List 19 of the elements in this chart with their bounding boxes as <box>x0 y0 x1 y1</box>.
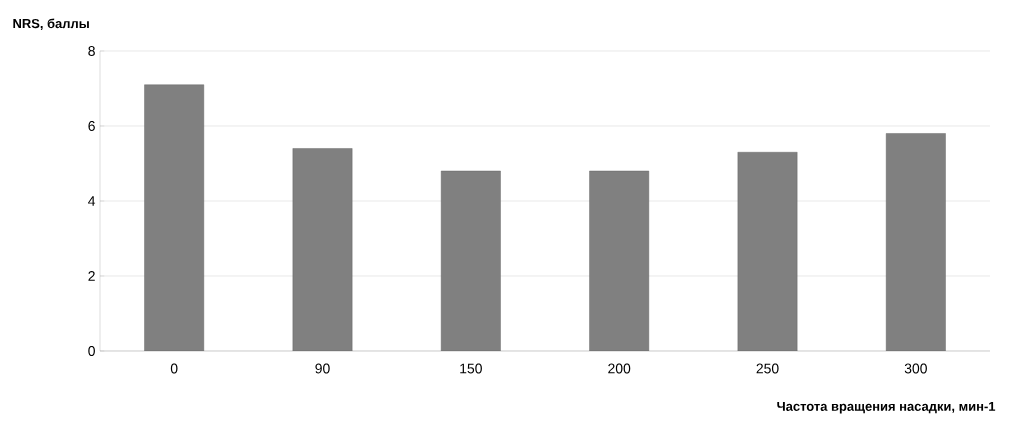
x-tick-label: 0 <box>170 363 178 374</box>
x-tick-label: 300 <box>904 363 927 374</box>
bar <box>885 133 946 351</box>
bar <box>440 170 501 351</box>
y-tick-label: 8 <box>88 46 95 56</box>
bar <box>589 170 650 351</box>
y-axis-title: NRS, баллы <box>13 18 89 31</box>
x-tick-label: 90 <box>315 363 330 374</box>
y-tick-label: 4 <box>88 196 96 206</box>
bar <box>737 152 798 351</box>
x-axis-title: Частота вращения насадки, мин-1 <box>777 401 996 414</box>
bar <box>292 148 353 351</box>
x-tick-label: 150 <box>460 363 482 374</box>
y-tick-label: 0 <box>88 346 95 356</box>
y-tick-label: 2 <box>88 271 95 281</box>
bar <box>144 84 205 351</box>
y-tick-label: 6 <box>88 121 95 131</box>
x-tick-label: 200 <box>608 363 631 374</box>
x-tick-label: 250 <box>756 363 779 374</box>
